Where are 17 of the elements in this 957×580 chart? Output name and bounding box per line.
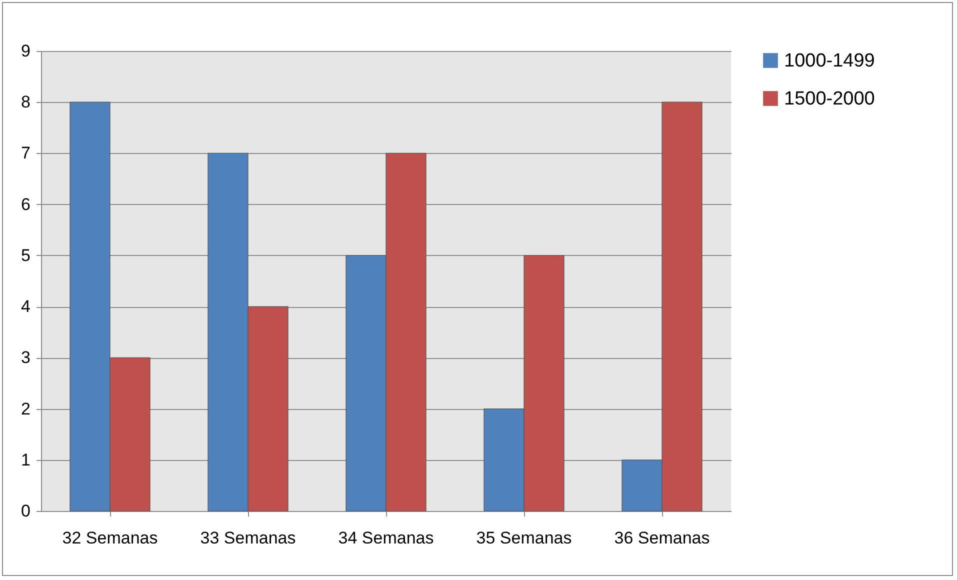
x-tick-label: 32 Semanas — [62, 528, 158, 548]
y-tick-label: 0 — [21, 502, 30, 520]
y-tick-label: 7 — [21, 144, 30, 163]
y-tick-label: 3 — [21, 348, 30, 368]
x-tick-label: 34 Semanas — [338, 528, 434, 548]
y-tick-label: 1 — [21, 450, 30, 470]
y-tick-label: 5 — [21, 246, 30, 265]
y-tick-label: 2 — [21, 399, 30, 418]
legend-label: 1500-2000 — [784, 88, 875, 110]
x-tick-label: 35 Semanas — [476, 528, 572, 548]
y-tick-label: 4 — [21, 297, 30, 316]
y-tick-label: 9 — [21, 42, 30, 60]
legend-label: 1000-1499 — [784, 50, 875, 72]
y-tick-label: 6 — [21, 194, 30, 214]
x-tick-label: 36 Semanas — [614, 528, 710, 548]
x-tick-label: 33 Semanas — [200, 528, 296, 548]
y-tick-label: 8 — [21, 92, 30, 112]
